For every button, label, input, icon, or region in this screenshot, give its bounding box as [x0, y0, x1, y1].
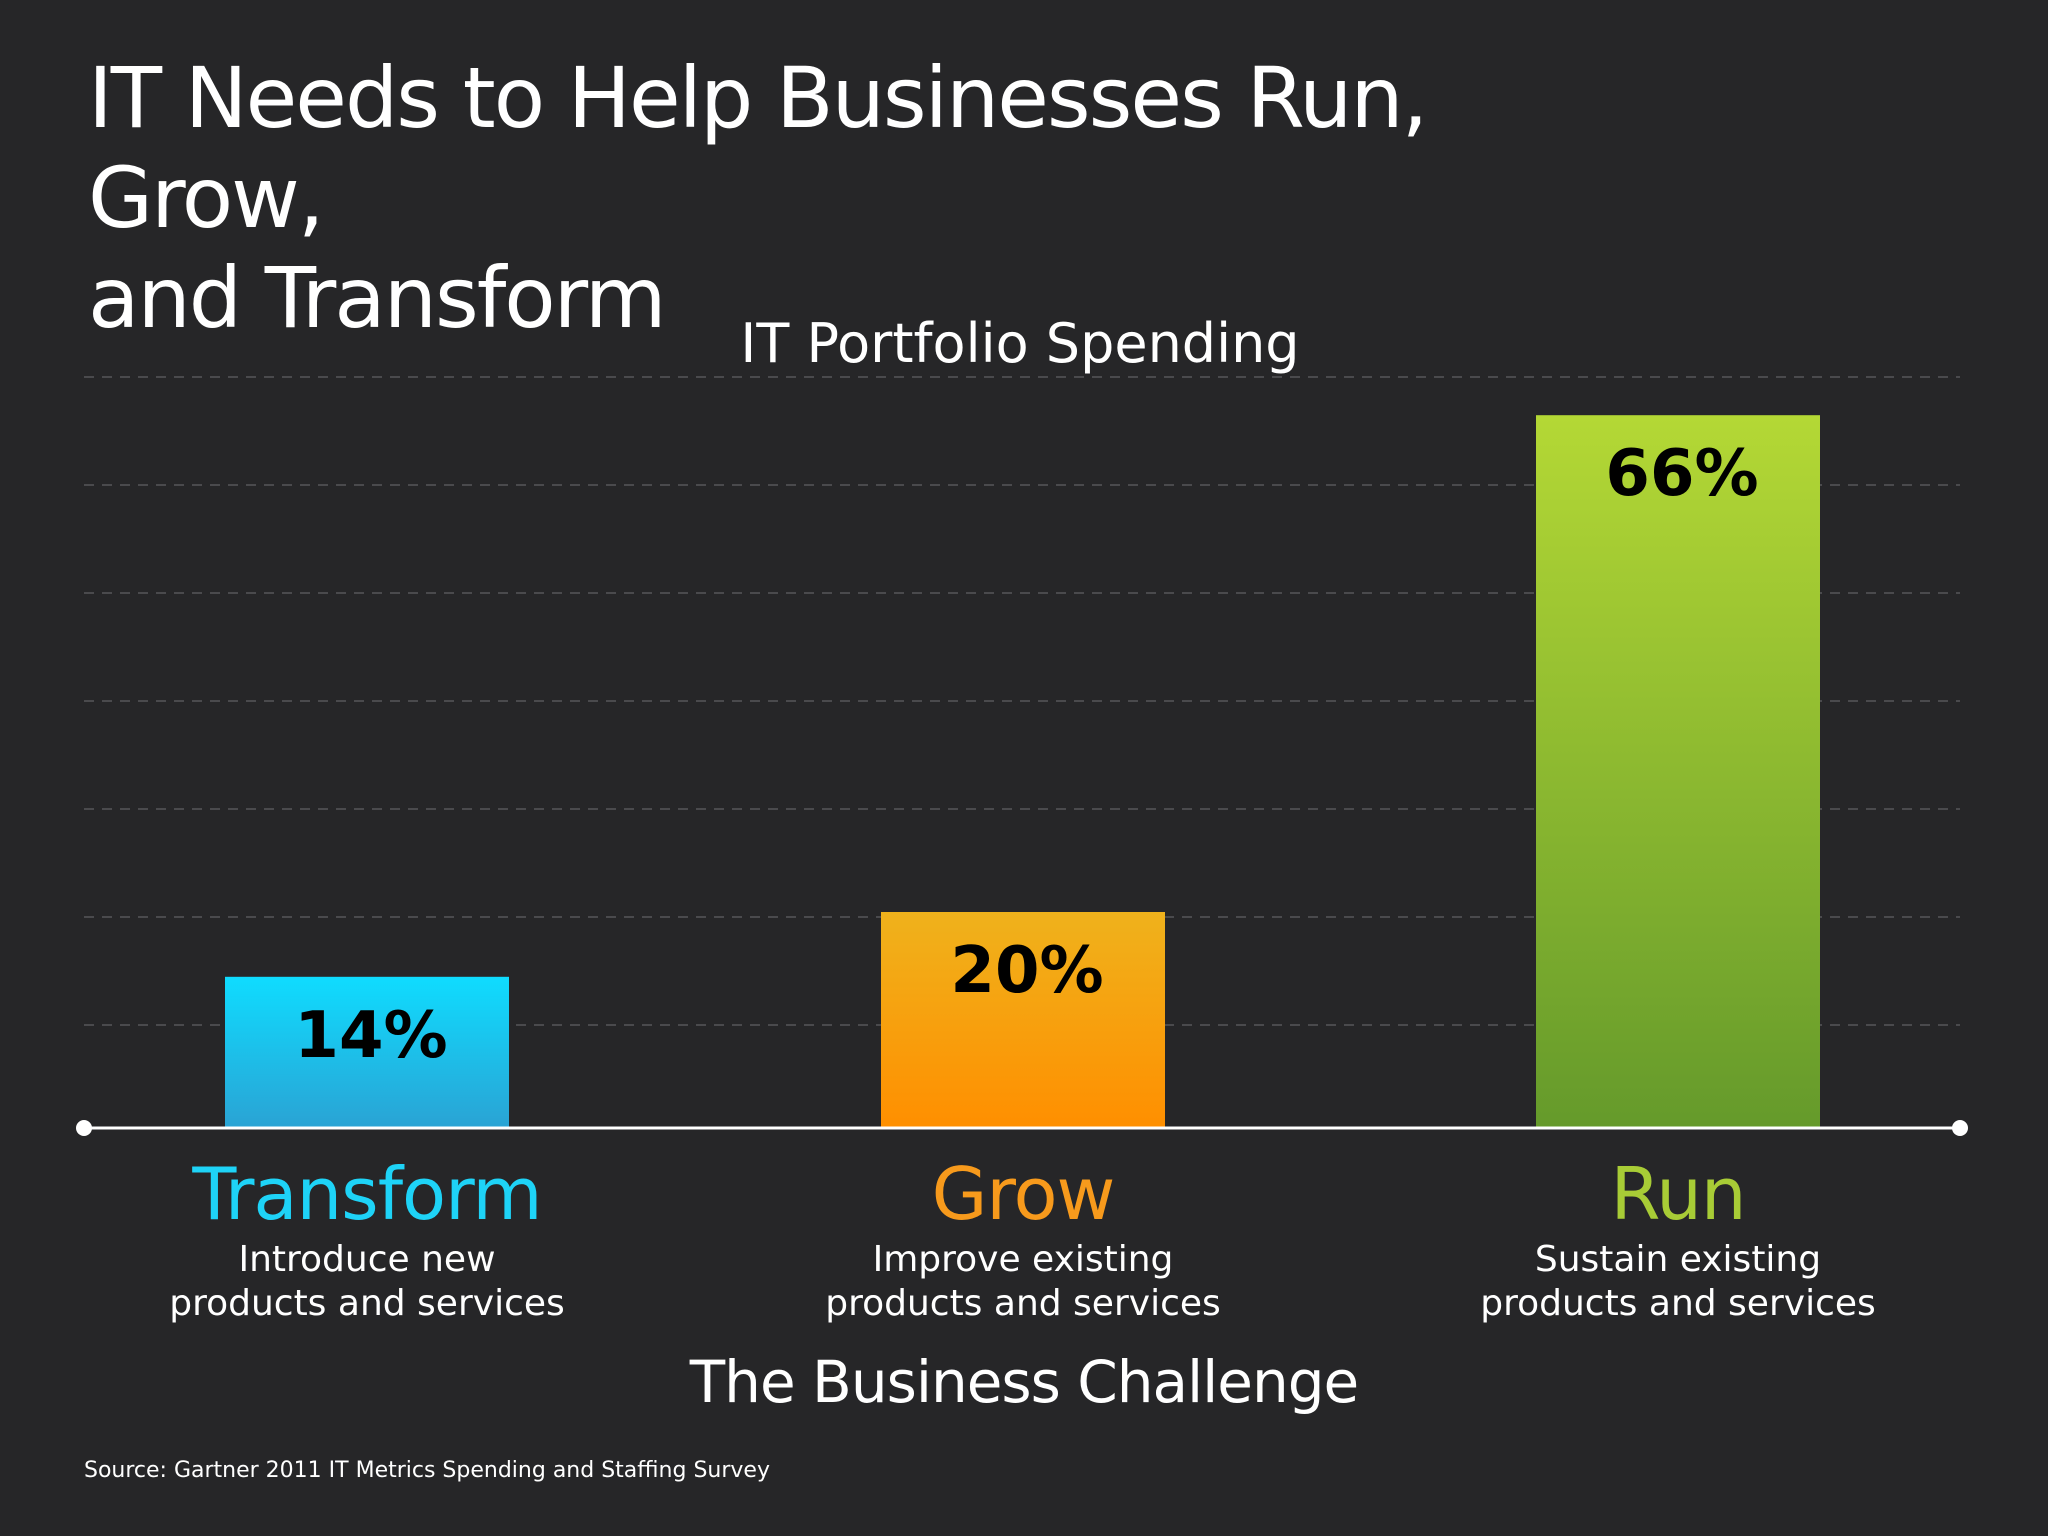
bar-transform [225, 976, 509, 1128]
bar-data-labels: 14% 20% 66% [294, 437, 1758, 1073]
bar-run [1536, 415, 1820, 1128]
category-run: Run Sustain existing products and servic… [1418, 1150, 1938, 1326]
data-label-grow: 20% [950, 934, 1103, 1008]
bar-grow [881, 912, 1165, 1128]
category-description-line-2: products and services [825, 1283, 1221, 1324]
data-label-run: 66% [1605, 437, 1758, 511]
category-description-line-1: Improve existing [872, 1239, 1174, 1280]
chart-title: IT Portfolio Spending [740, 312, 1299, 375]
category-description-line-1: Introduce new [238, 1239, 496, 1280]
category-name: Grow [931, 1152, 1116, 1236]
category-grow: Grow Improve existing products and servi… [763, 1150, 1283, 1326]
slide-title-line-2: and Transform [88, 249, 667, 347]
slide-title-line-1: IT Needs to Help Businesses Run, Grow, [88, 49, 1428, 247]
category-description-line-2: products and services [1480, 1283, 1876, 1324]
category-name: Transform [192, 1152, 542, 1236]
category-description-line-2: products and services [169, 1283, 565, 1324]
category-transform: Transform Introduce new products and ser… [107, 1150, 627, 1326]
x-axis-right-endpoint [1952, 1120, 1968, 1136]
data-label-transform: 14% [294, 999, 447, 1073]
source-note: Source: Gartner 2011 IT Metrics Spending… [84, 1458, 770, 1483]
category-description-line-1: Sustain existing [1534, 1239, 1822, 1280]
x-axis-label: The Business Challenge [689, 1348, 1359, 1416]
x-axis-left-endpoint [76, 1120, 92, 1136]
bars [225, 415, 1820, 1128]
category-name: Run [1610, 1152, 1746, 1236]
slide-title: IT Needs to Help Businesses Run, Grow, a… [88, 48, 1588, 348]
